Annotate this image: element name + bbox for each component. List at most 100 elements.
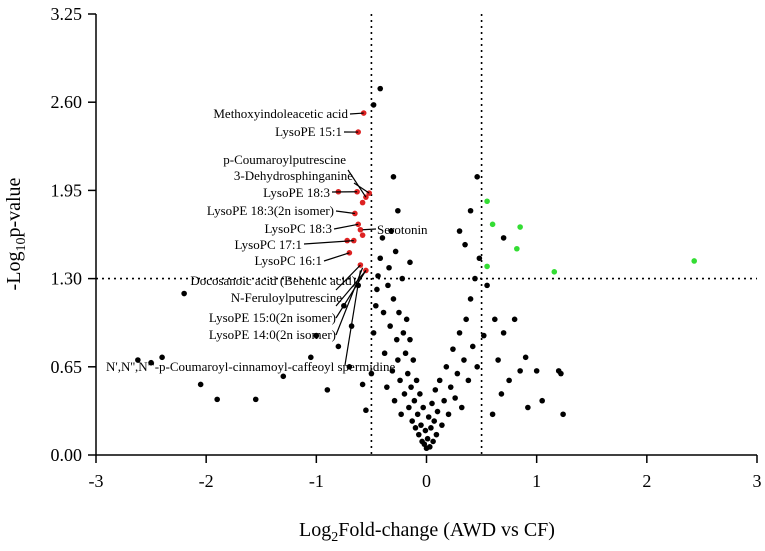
data-point-up [551, 269, 558, 275]
y-tick-label: 3.25 [51, 4, 83, 24]
data-point-ns [373, 302, 379, 309]
data-point-ns [252, 396, 259, 403]
annotation-leader [344, 270, 361, 366]
data-point-ns [525, 404, 531, 411]
x-tick-label: -2 [199, 471, 214, 491]
data-point-ns [429, 400, 435, 407]
data-point-ns [395, 357, 401, 363]
data-point-ns [461, 357, 467, 363]
data-point-ns [363, 407, 369, 414]
y-tick-label: 0.00 [51, 445, 83, 465]
data-point-ns [467, 207, 474, 214]
data-point-down [357, 226, 364, 233]
data-point-up [484, 198, 490, 205]
data-point-ns [368, 370, 375, 377]
data-point-ns [474, 364, 480, 370]
data-point-ns [433, 431, 440, 438]
data-point-ns [375, 273, 381, 279]
x-tick-label: 0 [422, 471, 431, 491]
data-point-ns [409, 418, 415, 424]
annotation-label: LysoPE 14:0(2n isomer) [209, 327, 336, 342]
data-point-ns [431, 418, 438, 424]
y-axis-title-rest: p-value [3, 177, 25, 237]
data-point-ns [397, 377, 403, 384]
data-point-up [484, 263, 490, 270]
annotation-label: 3-Dehydrosphinganine [234, 168, 353, 183]
data-point-ns [392, 248, 399, 255]
data-point-ns [428, 425, 434, 431]
data-point-up [514, 245, 520, 252]
data-point-ns [484, 282, 490, 289]
tick-labels: 0.00 0.65 1.30 1.95 2.60 3.25 -3 -2 -1 0 1 2 3 [51, 4, 762, 491]
data-point-ns [432, 387, 439, 393]
data-point-ns [384, 384, 390, 390]
data-point-ns [390, 296, 397, 302]
data-point-ns [388, 228, 395, 234]
data-point-down [359, 232, 366, 238]
data-point-ns [458, 404, 465, 411]
y-axis-title-main: -Log [3, 252, 25, 291]
data-point-down [354, 188, 360, 195]
x-tick-label: -1 [309, 471, 324, 491]
annotation-leader [323, 252, 350, 262]
annotation-label: N',N'',N'''-p-Coumaroyl-cinnamoyl-caffeo… [106, 359, 395, 374]
data-point-ns [396, 309, 402, 316]
annotation-leader [353, 182, 370, 194]
data-point-ns [450, 346, 456, 352]
x-tick-label: 3 [753, 471, 762, 491]
annotation-leader [335, 267, 364, 336]
x-axis-title-rest: Fold-change (AWD vs CF) [338, 519, 555, 541]
data-point-ns [411, 397, 418, 404]
annotations: Methoxyindoleacetic acid LysoPE 15:1 p-Cou… [106, 106, 428, 374]
data-point-ns [474, 174, 480, 180]
annotation-label: LysoPC 16:1 [254, 253, 322, 268]
data-point-ns [398, 411, 404, 418]
data-point-ns [522, 354, 529, 361]
data-point-ns [452, 395, 458, 401]
annotation-label: N-Feruloylputrescine [231, 290, 342, 305]
y-tick-label: 0.65 [51, 357, 83, 377]
data-point-ns [422, 427, 429, 434]
data-point-ns [370, 330, 377, 336]
data-point-ns [399, 275, 406, 282]
y-axis-title: -Log10p-value [3, 177, 29, 290]
data-point-ns [377, 85, 384, 92]
y-tick-label: 2.60 [51, 92, 83, 112]
data-point-ns [517, 368, 523, 374]
data-point-ns [414, 411, 421, 418]
annotation-leader [335, 210, 355, 215]
annotation-label: LysoPC 17:1 [234, 237, 302, 252]
annotation-leader [335, 270, 367, 319]
data-point-ns [558, 370, 564, 377]
data-point-ns [500, 235, 507, 241]
annotation-label: LysoPC 18:3 [264, 221, 332, 236]
data-point-up [517, 224, 523, 230]
data-point-ns [381, 350, 388, 357]
data-point-ns [406, 404, 412, 411]
data-point-ns [391, 397, 398, 404]
data-point-down [350, 237, 357, 244]
data-point-ns [465, 377, 472, 384]
y-axis-title-subscript: 10 [14, 238, 29, 252]
data-point-ns [436, 377, 443, 384]
data-point-ns [313, 332, 320, 339]
threshold-lines [96, 14, 757, 455]
data-point-down [346, 250, 353, 256]
data-point-ns [335, 343, 342, 350]
data-point-ns [135, 357, 141, 363]
annotation-label: LysoPE 15:0(2n isomer) [209, 310, 336, 325]
data-point-ns [402, 350, 409, 357]
y-tick-label: 1.30 [51, 269, 83, 289]
data-point-ns [280, 373, 287, 380]
data-point-ns [492, 316, 498, 323]
data-point-ns [506, 377, 512, 384]
annotation-label: Methoxyindoleacetic acid [213, 106, 348, 121]
data-point-ns [377, 255, 384, 262]
data-point-ns [430, 438, 436, 445]
annotation-leader [349, 112, 364, 115]
data-point-ns [439, 422, 445, 428]
data-point-ns [476, 255, 483, 262]
data-point-up [489, 221, 496, 228]
data-point-ns [441, 397, 447, 404]
data-point-ns [410, 357, 417, 363]
